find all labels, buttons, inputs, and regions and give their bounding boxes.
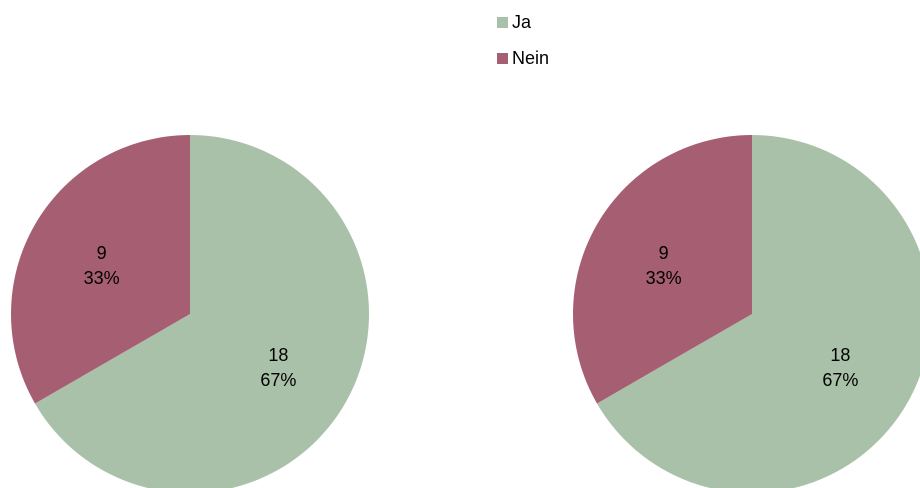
legend-item-ja: Ja [497, 10, 549, 34]
pie-1-percent-label-ja: 67% [260, 370, 296, 390]
legend-swatch-ja [497, 16, 508, 28]
pie-2-value-label-nein: 9 [659, 243, 669, 263]
pie-2-slice-ja [596, 135, 920, 488]
legend-label-nein: Nein [512, 47, 550, 68]
legend-swatch-nein [497, 52, 508, 64]
pie-1-slice-ja [34, 135, 369, 488]
pie-1-value-label-nein: 9 [97, 243, 107, 263]
pie-1-percent-label-nein: 33% [84, 268, 120, 288]
pie-chart-1: 18 67% 9 33% [11, 135, 369, 488]
pie-1-slice-nein [11, 135, 191, 404]
pie-2-percent-label-nein: 33% [646, 268, 682, 288]
pie-2-value-label-ja: 18 [830, 345, 850, 365]
pie-2-slice-nein [573, 135, 752, 404]
legend: Ja Nein [497, 10, 549, 82]
legend-label-ja: Ja [512, 11, 532, 32]
legend-item-nein: Nein [497, 46, 549, 70]
pie-2-percent-label-ja: 67% [822, 370, 858, 390]
pie-chart-2: 18 67% 9 33% [573, 135, 920, 488]
pie-1-value-label-ja: 18 [268, 345, 288, 365]
